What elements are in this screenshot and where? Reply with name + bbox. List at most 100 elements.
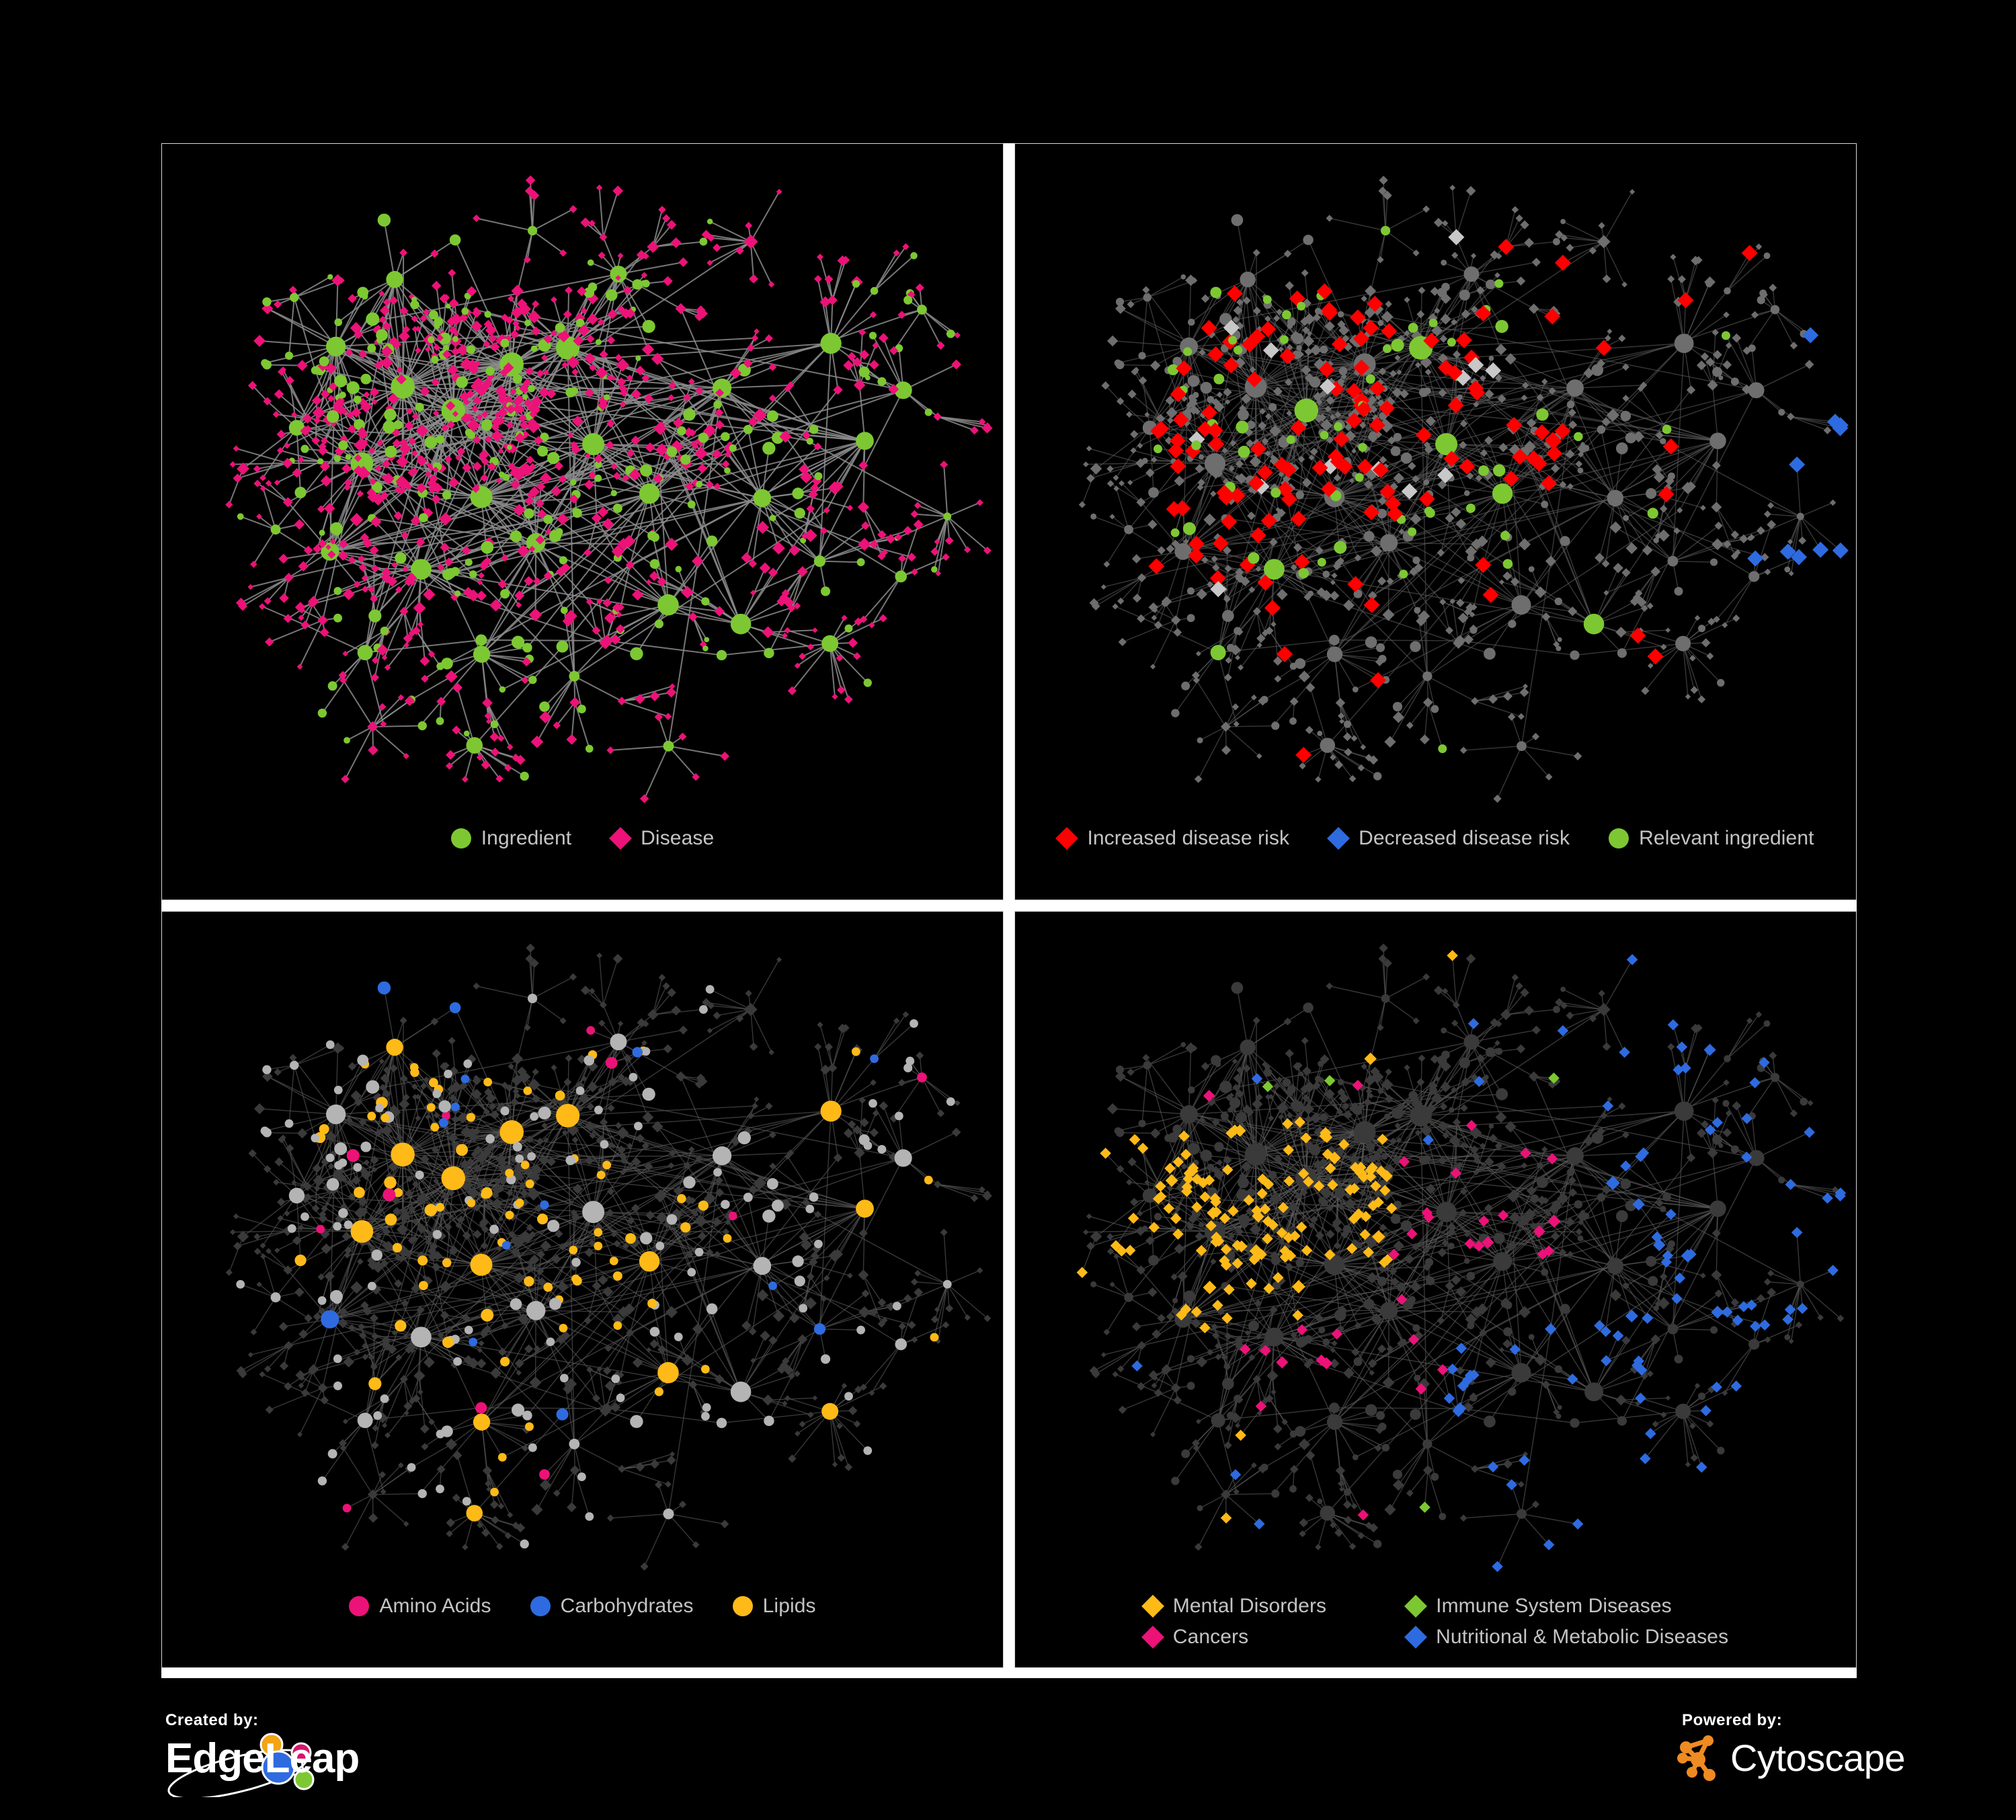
disease-node[interactable] — [782, 632, 788, 639]
ingredient-node[interactable] — [326, 1178, 339, 1191]
ingredient-node[interactable] — [1486, 1047, 1496, 1058]
disease-node[interactable] — [1163, 1202, 1174, 1214]
ingredient-node[interactable] — [436, 1203, 445, 1212]
ingredient-node[interactable] — [704, 637, 710, 643]
disease-node[interactable] — [1746, 1299, 1757, 1311]
disease-node[interactable] — [484, 377, 493, 386]
disease-node[interactable] — [678, 1501, 687, 1509]
disease-node[interactable] — [814, 1043, 822, 1051]
ingredient-node[interactable] — [1709, 432, 1726, 450]
ingredient-node[interactable] — [1410, 641, 1421, 652]
ingredient-node[interactable] — [1210, 645, 1226, 661]
disease-node[interactable] — [858, 1097, 866, 1104]
ingredient-node[interactable] — [1770, 305, 1780, 315]
disease-node[interactable] — [1324, 1162, 1336, 1174]
ingredient-node[interactable] — [512, 1142, 522, 1152]
disease-node[interactable] — [285, 376, 294, 385]
disease-node[interactable] — [655, 1212, 668, 1224]
disease-node[interactable] — [419, 386, 430, 397]
disease-node[interactable] — [532, 300, 540, 308]
disease-node[interactable] — [698, 1232, 707, 1241]
disease-node[interactable] — [970, 1194, 979, 1202]
ingredient-node[interactable] — [764, 1415, 774, 1427]
disease-node[interactable] — [279, 593, 289, 603]
disease-node[interactable] — [396, 1223, 409, 1236]
disease-node[interactable] — [1292, 1310, 1303, 1321]
ingredient-node[interactable] — [571, 1257, 581, 1267]
disease-node[interactable] — [448, 1094, 457, 1102]
disease-node[interactable] — [1127, 301, 1135, 309]
ingredient-node[interactable] — [1486, 279, 1496, 290]
disease-node[interactable] — [1174, 1205, 1182, 1213]
disease-node[interactable] — [1511, 206, 1519, 214]
disease-node[interactable] — [1316, 1166, 1323, 1173]
disease-node[interactable] — [1422, 205, 1430, 213]
disease-node[interactable] — [1305, 1450, 1316, 1460]
disease-node[interactable] — [692, 773, 700, 781]
ingredient-node[interactable] — [442, 1111, 450, 1120]
ingredient-node[interactable] — [1517, 741, 1527, 752]
disease-node[interactable] — [233, 473, 243, 483]
disease-node[interactable] — [395, 586, 403, 594]
disease-node[interactable] — [1645, 1427, 1656, 1439]
disease-node[interactable] — [1318, 413, 1326, 422]
ingredient-node[interactable] — [1214, 1142, 1224, 1152]
disease-node[interactable] — [1832, 542, 1849, 559]
disease-node[interactable] — [585, 1156, 594, 1165]
ingredient-node[interactable] — [539, 1469, 550, 1480]
disease-node[interactable] — [476, 413, 483, 421]
disease-node[interactable] — [375, 324, 382, 331]
disease-node[interactable] — [1367, 1199, 1379, 1212]
disease-node[interactable] — [284, 1341, 294, 1350]
disease-node[interactable] — [411, 325, 418, 333]
disease-node[interactable] — [1369, 755, 1379, 765]
ingredient-node[interactable] — [530, 345, 538, 352]
disease-node[interactable] — [340, 1175, 348, 1183]
ingredient-node[interactable] — [462, 1497, 471, 1506]
disease-node[interactable] — [1197, 421, 1213, 438]
disease-node[interactable] — [444, 670, 458, 683]
disease-node[interactable] — [1711, 1269, 1722, 1281]
ingredient-node[interactable] — [1213, 373, 1225, 385]
disease-node[interactable] — [819, 296, 832, 308]
disease-node[interactable] — [496, 477, 502, 483]
disease-node[interactable] — [1086, 473, 1095, 483]
ingredient-node[interactable] — [1560, 986, 1566, 992]
disease-node[interactable] — [1250, 695, 1257, 701]
ingredient-node[interactable] — [1488, 1123, 1494, 1129]
ingredient-node[interactable] — [696, 481, 703, 488]
disease-node[interactable] — [1249, 366, 1256, 373]
disease-node[interactable] — [1529, 1071, 1539, 1082]
disease-node[interactable] — [578, 1093, 590, 1104]
ingredient-node[interactable] — [1240, 272, 1256, 288]
ingredient-node[interactable] — [386, 1039, 403, 1056]
disease-node[interactable] — [910, 510, 919, 518]
ingredient-node[interactable] — [1363, 1298, 1375, 1310]
disease-node[interactable] — [259, 1242, 266, 1249]
disease-node[interactable] — [569, 205, 577, 213]
disease-node[interactable] — [1350, 1503, 1358, 1509]
disease-node[interactable] — [497, 579, 508, 589]
ingredient-node[interactable] — [600, 1140, 609, 1149]
disease-node[interactable] — [1711, 1305, 1724, 1319]
disease-node[interactable] — [1531, 733, 1540, 741]
disease-node[interactable] — [1476, 1054, 1485, 1063]
disease-node[interactable] — [473, 982, 480, 990]
disease-node[interactable] — [594, 454, 604, 464]
ingredient-node[interactable] — [1238, 409, 1249, 421]
disease-node[interactable] — [653, 422, 667, 436]
disease-node[interactable] — [1246, 1277, 1257, 1290]
ingredient-node[interactable] — [1183, 347, 1193, 356]
ingredient-node[interactable] — [1667, 555, 1679, 567]
disease-node[interactable] — [532, 1068, 539, 1076]
ingredient-node[interactable] — [894, 1111, 903, 1121]
ingredient-node[interactable] — [730, 613, 752, 635]
ingredient-node[interactable] — [612, 503, 622, 513]
ingredient-node[interactable] — [1296, 345, 1302, 351]
disease-node[interactable] — [411, 315, 419, 323]
disease-node[interactable] — [1601, 1355, 1612, 1367]
ingredient-node[interactable] — [1419, 1156, 1428, 1165]
disease-node[interactable] — [274, 1247, 280, 1253]
disease-node[interactable] — [1463, 634, 1474, 645]
disease-node[interactable] — [622, 286, 633, 295]
